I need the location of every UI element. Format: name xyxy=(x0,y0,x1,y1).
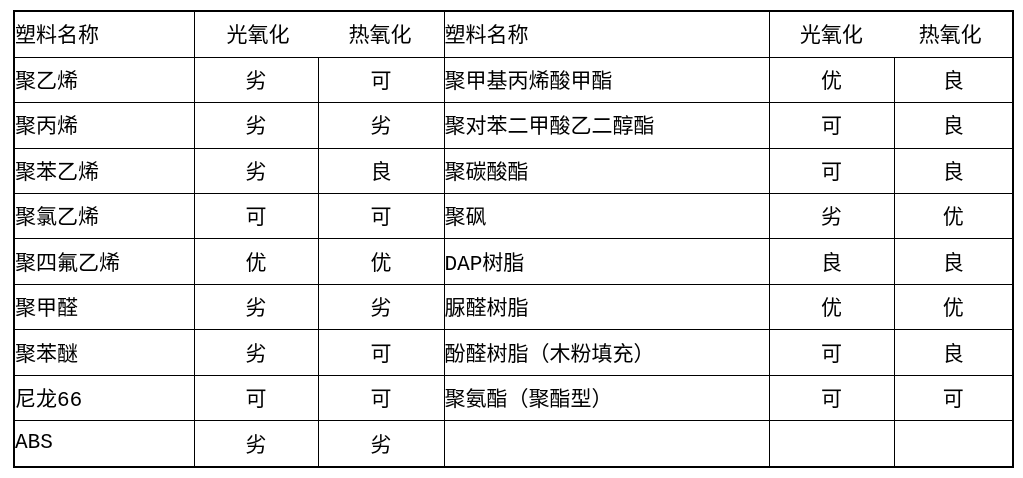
thermal-oxidation-cell: 劣 xyxy=(317,102,445,149)
photo-oxidation-cell: 劣 xyxy=(193,147,319,195)
plastic-name-cell: 聚乙烯 xyxy=(13,56,195,104)
table-row: 聚四氟乙烯 优 优 DAP树脂 良 良 xyxy=(13,238,1014,285)
table-row: 聚甲醛 劣 劣 脲醛树脂 优 优 xyxy=(13,283,1014,331)
photo-oxidation-cell: 劣 xyxy=(193,329,319,376)
header-oxidation-right: 光氧化 热氧化 xyxy=(768,10,1014,58)
plastic-name-cell: 酚醛树脂（木粉填充） xyxy=(443,329,770,376)
plastic-name-cell: 聚砜 xyxy=(443,193,770,240)
photo-oxidation-cell: 优 xyxy=(193,238,319,285)
thermal-oxidation-cell: 可 xyxy=(317,374,445,422)
plastic-name-cell: ABS xyxy=(13,420,195,468)
plastic-name-cell: 尼龙66 xyxy=(13,374,195,422)
plastic-name-cell: 聚氯乙烯 xyxy=(13,193,195,240)
plastic-name-cell: 聚甲基丙烯酸甲酯 xyxy=(443,56,770,104)
thermal-oxidation-cell: 优 xyxy=(893,193,1014,240)
plastics-oxidation-table: 塑料名称 光氧化 热氧化 塑料名称 光氧化 热氧化 聚乙烯 劣 可 聚甲基丙烯酸甲酯… xyxy=(13,10,1014,468)
thermal-oxidation-cell: 劣 xyxy=(317,283,445,331)
plastic-name-cell: 聚对苯二甲酸乙二醇酯 xyxy=(443,102,770,149)
table-row: 聚丙烯 劣 劣 聚对苯二甲酸乙二醇酯 可 良 xyxy=(13,102,1014,149)
thermal-oxidation-cell: 可 xyxy=(317,56,445,104)
plastic-name-cell: 聚碳酸酯 xyxy=(443,147,770,195)
photo-oxidation-cell: 可 xyxy=(768,147,895,195)
thermal-oxidation-cell: 良 xyxy=(893,147,1014,195)
header-plastic-name-right: 塑料名称 xyxy=(443,10,770,58)
photo-oxidation-cell: 劣 xyxy=(193,102,319,149)
table-row: 聚苯醚 劣 可 酚醛树脂（木粉填充） 可 良 xyxy=(13,329,1014,376)
photo-oxidation-cell: 优 xyxy=(768,283,895,331)
photo-oxidation-cell: 劣 xyxy=(193,420,319,468)
photo-oxidation-cell: 可 xyxy=(193,193,319,240)
plastic-name-cell: 聚丙烯 xyxy=(13,102,195,149)
plastic-name-cell: 聚苯醚 xyxy=(13,329,195,376)
thermal-oxidation-cell: 良 xyxy=(893,329,1014,376)
plastic-name-cell: 聚四氟乙烯 xyxy=(13,238,195,285)
photo-oxidation-cell: 良 xyxy=(768,238,895,285)
photo-oxidation-cell: 可 xyxy=(768,374,895,422)
header-photo-oxidation-left-label: 光氧化 xyxy=(226,26,290,50)
thermal-oxidation-cell: 良 xyxy=(893,238,1014,285)
header-oxidation-left: 光氧化 热氧化 xyxy=(193,10,445,58)
header-row: 塑料名称 光氧化 热氧化 塑料名称 光氧化 热氧化 xyxy=(13,10,1014,58)
plastic-name-cell: 脲醛树脂 xyxy=(443,283,770,331)
header-thermal-oxidation-left-label: 热氧化 xyxy=(348,26,412,50)
thermal-oxidation-cell: 优 xyxy=(317,238,445,285)
photo-oxidation-cell: 可 xyxy=(193,374,319,422)
thermal-oxidation-cell: 劣 xyxy=(317,420,445,468)
table-row: 聚乙烯 劣 可 聚甲基丙烯酸甲酯 优 良 xyxy=(13,56,1014,104)
header-photo-oxidation-right-label: 光氧化 xyxy=(799,26,863,50)
plastic-name-cell: DAP树脂 xyxy=(443,238,770,285)
thermal-oxidation-cell: 良 xyxy=(893,102,1014,149)
plastic-name-cell: 聚甲醛 xyxy=(13,283,195,331)
photo-oxidation-cell: 劣 xyxy=(193,283,319,331)
photo-oxidation-cell xyxy=(768,420,895,468)
thermal-oxidation-cell: 可 xyxy=(317,193,445,240)
header-thermal-oxidation-right-label: 热氧化 xyxy=(918,26,982,50)
photo-oxidation-cell: 劣 xyxy=(193,56,319,104)
thermal-oxidation-cell xyxy=(893,420,1014,468)
table-row: 聚苯乙烯 劣 良 聚碳酸酯 可 良 xyxy=(13,147,1014,195)
thermal-oxidation-cell: 可 xyxy=(317,329,445,376)
photo-oxidation-cell: 劣 xyxy=(768,193,895,240)
photo-oxidation-cell: 优 xyxy=(768,56,895,104)
plastic-name-cell xyxy=(443,420,770,468)
table-row: 聚氯乙烯 可 可 聚砜 劣 优 xyxy=(13,193,1014,240)
photo-oxidation-cell: 可 xyxy=(768,329,895,376)
thermal-oxidation-cell: 优 xyxy=(893,283,1014,331)
photo-oxidation-cell: 可 xyxy=(768,102,895,149)
thermal-oxidation-cell: 良 xyxy=(893,56,1014,104)
thermal-oxidation-cell: 良 xyxy=(317,147,445,195)
table-row: ABS 劣 劣 xyxy=(13,420,1014,468)
thermal-oxidation-cell: 可 xyxy=(893,374,1014,422)
plastic-name-cell: 聚苯乙烯 xyxy=(13,147,195,195)
header-plastic-name-left: 塑料名称 xyxy=(13,10,195,58)
plastic-name-cell: 聚氨酯（聚酯型） xyxy=(443,374,770,422)
table-row: 尼龙66 可 可 聚氨酯（聚酯型） 可 可 xyxy=(13,374,1014,422)
